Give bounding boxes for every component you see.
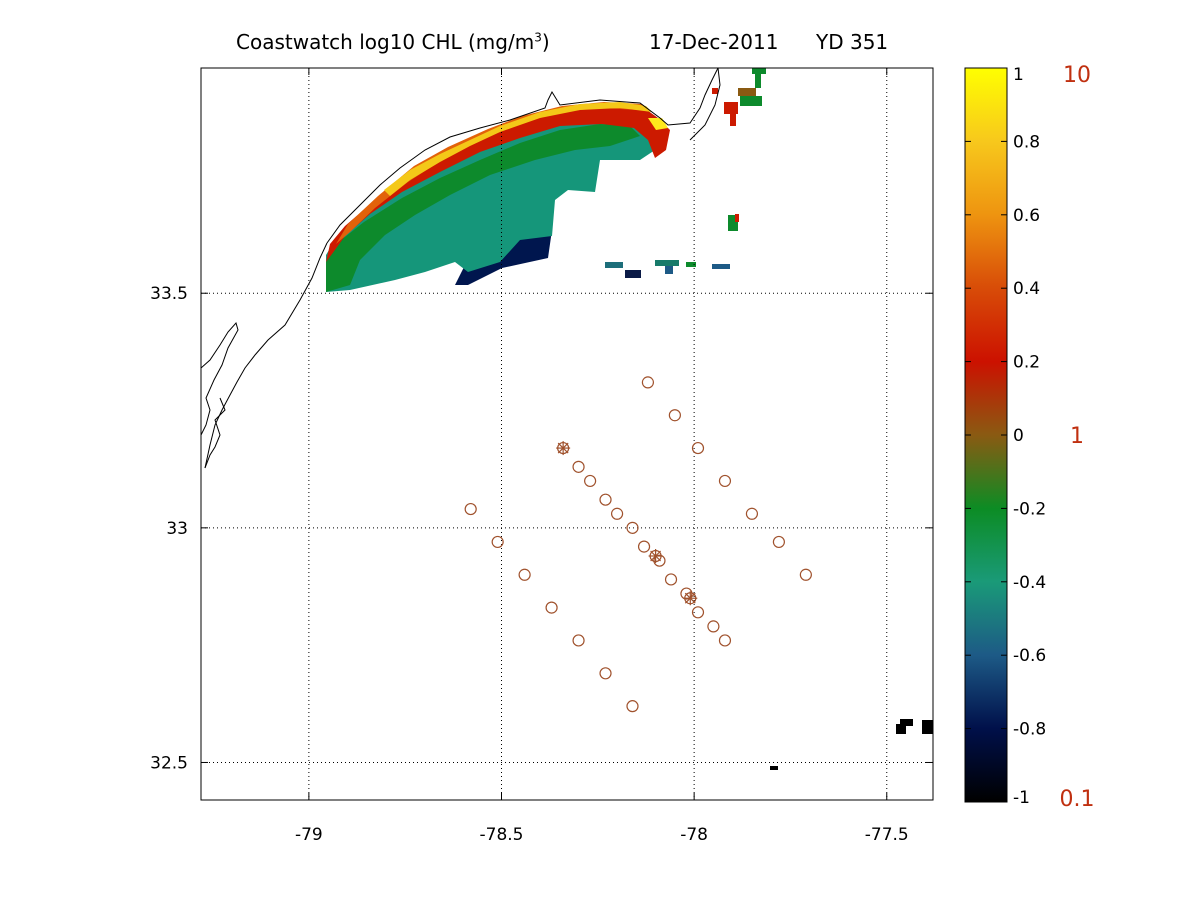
colorbar-tick-label: 1 (1013, 65, 1024, 85)
title-product-text: Coastwatch log10 CHL (mg/m (236, 30, 535, 54)
chl-patch (686, 262, 696, 267)
station-marker (772, 535, 785, 549)
title-superscript: 3 (534, 30, 542, 45)
station-marker (641, 376, 655, 389)
colorbar-tick-label: 0.8 (1013, 132, 1040, 152)
station-marker (718, 634, 732, 647)
station-marker (691, 606, 705, 619)
title-date: 17-Dec-2011 (649, 30, 779, 54)
star-stroke (557, 442, 569, 454)
title-yearday: YD 351 (816, 30, 889, 54)
station-marker (545, 601, 558, 614)
colorbar-tick-label: -0.6 (1013, 646, 1046, 666)
x-tick-label: -77.5 (865, 825, 909, 845)
starred-station-marker (683, 591, 698, 606)
station-marker (637, 540, 651, 553)
y-tick-label: 33 (166, 519, 188, 539)
chl-band-red (326, 103, 670, 262)
chl-patch (922, 720, 933, 734)
station-marker (610, 507, 624, 520)
chl-patch (712, 264, 730, 269)
station-marker (626, 700, 639, 713)
axis-tick-labels: -79 -78.5 -78 -77.5 33.5 33 32.5 (150, 284, 909, 845)
station-marker (668, 409, 681, 422)
axis-ticks (201, 68, 933, 800)
chl-patch (752, 68, 766, 74)
chl-band-green (326, 124, 640, 292)
colorbar-ticks (965, 67, 1007, 803)
station-marker (691, 441, 705, 455)
colorbar-tick-label: 0 (1013, 426, 1024, 446)
station-marker (464, 502, 477, 516)
colorbar-linear-label: 10 (1063, 63, 1091, 88)
colorbar-linear-label: 1 (1070, 424, 1084, 449)
colorbar-linear-label: 0.1 (1060, 787, 1095, 812)
y-tick-label: 33.5 (150, 284, 188, 304)
station-marker (518, 568, 531, 581)
colorbar-linear-labels: 10 1 0.1 (1060, 63, 1095, 812)
chl-patch (605, 262, 623, 268)
chl-patch (770, 766, 778, 770)
chl-patch (730, 112, 736, 126)
map-title: Coastwatch log10 CHL (mg/m3) 17-Dec-2011… (0, 30, 1200, 58)
colorbar: 1 0.8 0.6 0.4 0.2 0 -0.2 -0.4 -0.6 -0.8 -1 10 1 0.1 (964, 63, 1095, 812)
station-marker (491, 535, 504, 549)
station-marker (653, 554, 666, 567)
starred-station-marker (648, 549, 663, 563)
station-marker (572, 634, 585, 647)
station-marker (718, 474, 732, 488)
chl-patch (724, 102, 738, 114)
colorbar-tick-label: 0.6 (1013, 206, 1040, 226)
starred-station-marker (556, 441, 571, 456)
chl-patch (728, 215, 738, 231)
title-close-paren: ) (541, 30, 550, 54)
chl-patch (625, 270, 641, 278)
colorbar-tick-label: -0.8 (1013, 720, 1046, 740)
x-tick-label: -78 (680, 825, 708, 845)
chl-patch (740, 96, 762, 106)
station-marker (745, 507, 759, 520)
colorbar-tick-label: -1 (1013, 788, 1030, 808)
x-tick-label: -79 (295, 825, 323, 845)
x-tick-label: -78.5 (480, 825, 524, 845)
chl-patch (655, 260, 679, 266)
chl-patch (755, 74, 761, 88)
station-marker (707, 620, 720, 633)
station-marker (584, 474, 597, 488)
chl-patch (665, 266, 673, 274)
colorbar-ramp (964, 67, 1008, 803)
chl-band-yellow (384, 102, 652, 196)
map-axes-frame (200, 67, 934, 801)
survey-stations (464, 376, 812, 713)
chl-band-green-teal (326, 110, 655, 292)
station-marker (599, 667, 612, 680)
station-marker (572, 460, 585, 473)
chl-patch (896, 719, 913, 734)
station-marker (626, 521, 639, 534)
chl-patch (712, 88, 718, 94)
colorbar-tick-label: 0.2 (1013, 353, 1040, 373)
station-marker (599, 493, 612, 506)
station-marker (799, 568, 812, 581)
chlorophyll-field (326, 68, 933, 770)
title-product: Coastwatch log10 CHL (mg/m3) (236, 30, 550, 54)
y-tick-label: 32.5 (150, 753, 188, 773)
coastline (201, 68, 721, 469)
chl-patch (735, 214, 739, 222)
colorbar-tick-label: -0.2 (1013, 499, 1046, 519)
star-stroke (684, 592, 696, 604)
station-marker (664, 573, 678, 586)
star-stroke (650, 550, 662, 562)
colorbar-labels: 1 0.8 0.6 0.4 0.2 0 -0.2 -0.4 -0.6 -0.8 -1 (1013, 65, 1046, 808)
colorbar-tick-label: 0.4 (1013, 279, 1040, 299)
colorbar-tick-label: -0.4 (1013, 573, 1046, 593)
chl-patch (738, 88, 756, 96)
